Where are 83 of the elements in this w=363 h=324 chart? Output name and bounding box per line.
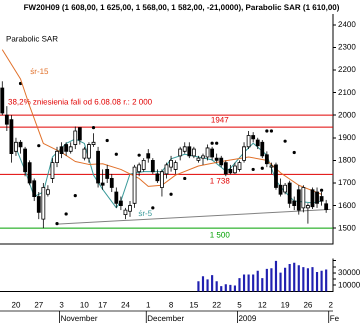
point — [106, 138, 109, 142]
bar — [288, 264, 291, 292]
bar — [224, 284, 227, 292]
x-tick-label: 20 — [12, 300, 21, 310]
y-tick-label: 1700 — [338, 178, 356, 188]
bar — [248, 274, 250, 292]
bar — [274, 260, 278, 292]
x-tick-label: 1 — [146, 300, 152, 310]
y-tick-label: 10000 — [338, 280, 361, 290]
x-tick-label: 22 — [212, 300, 222, 310]
bar — [302, 267, 304, 292]
y-tick-label: 2100 — [338, 88, 356, 97]
bar — [220, 286, 222, 292]
bar — [266, 268, 268, 292]
bar — [261, 278, 264, 292]
y-tick-label: 2400 — [338, 20, 356, 29]
ref-line-label: 1947 — [210, 115, 230, 124]
point — [252, 168, 255, 172]
text: 2009 — [238, 314, 257, 324]
bar — [311, 267, 314, 292]
bar — [298, 265, 300, 292]
point — [320, 188, 324, 192]
x-tick-label: 10 — [80, 300, 90, 310]
point — [210, 142, 214, 145]
bar — [293, 262, 296, 292]
x-tick-label: 8 — [168, 300, 174, 310]
y-tick-label: 1500 — [338, 223, 356, 232]
point — [64, 212, 68, 216]
x-tick-label: 19 — [280, 300, 290, 310]
y-tick-label: 2300 — [338, 42, 356, 52]
y-tick-label: 1900 — [338, 132, 356, 142]
point — [92, 126, 96, 130]
x-tick-label: 27 — [34, 300, 44, 310]
bar — [284, 268, 286, 292]
y-tick-label: 1600 — [338, 200, 356, 210]
bar — [325, 270, 328, 292]
x-tick-label: 2 — [328, 300, 334, 310]
x-tick-label: 26 — [303, 300, 313, 310]
text: Parabolic SAR — [6, 34, 58, 44]
bar — [211, 275, 214, 292]
bar — [216, 281, 218, 292]
bar — [320, 270, 323, 292]
chart-title: FW20H09 (1 608,00, 1 625,00, 1 568,00, 1 582,00, -21,0000), Parabolic SAR (1 610,00) — [24, 3, 340, 12]
x-tick-label: 15 — [189, 300, 199, 310]
point — [183, 176, 186, 180]
y-tick-label: 2200 — [338, 65, 356, 74]
point — [74, 194, 77, 198]
point — [55, 222, 59, 226]
bar — [316, 272, 318, 292]
point — [37, 144, 40, 148]
y-tick-label: 1800 — [338, 156, 356, 165]
bar — [306, 268, 309, 292]
bar — [279, 272, 282, 292]
y-tick-label: 30000 — [338, 268, 361, 278]
point — [169, 192, 173, 196]
bar — [270, 268, 272, 292]
point — [215, 142, 218, 145]
y-tick-label: 2000 — [338, 110, 356, 120]
text: śr-5 — [138, 209, 153, 218]
point — [151, 206, 154, 210]
point — [265, 129, 268, 133]
point — [260, 166, 264, 170]
bar — [238, 278, 241, 292]
x-tick-label: 5 — [237, 300, 242, 310]
point — [292, 150, 296, 154]
point — [138, 154, 141, 157]
ref-line-label: 1 500 — [210, 230, 230, 240]
point — [284, 140, 287, 143]
text: November — [60, 314, 98, 324]
x-tick-label: 24 — [120, 300, 130, 310]
bar — [197, 281, 200, 292]
point — [270, 129, 274, 133]
x-tick-label: 12 — [258, 300, 268, 310]
text: December — [147, 314, 184, 324]
series-label: śr-15 — [30, 66, 50, 76]
ref-line-label: 1 738 — [210, 176, 230, 186]
x-tick-label: 17 — [98, 300, 108, 310]
text: Fe — [330, 314, 340, 324]
x-tick-label: 3 — [59, 300, 64, 310]
point — [114, 152, 118, 156]
bar — [252, 274, 254, 292]
bar — [242, 274, 246, 292]
bar — [256, 270, 259, 292]
